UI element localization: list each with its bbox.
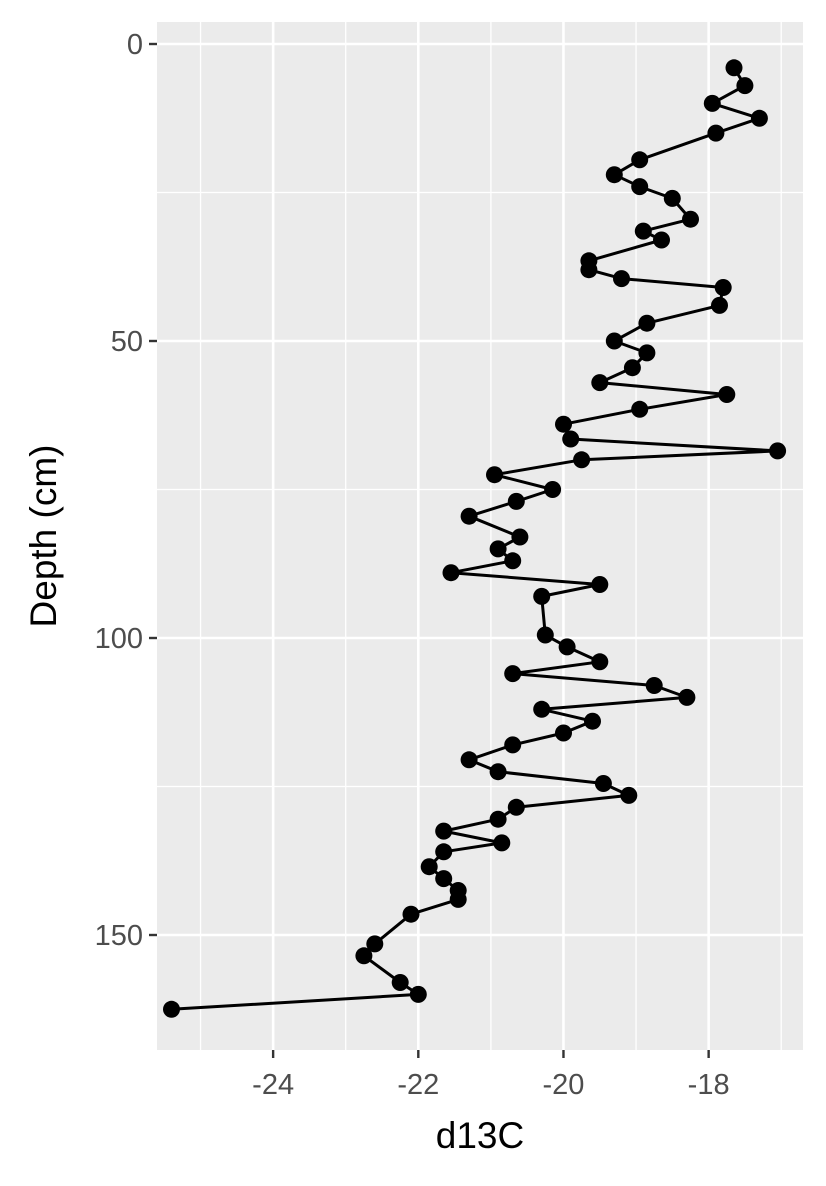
data-point bbox=[507, 492, 525, 510]
data-point bbox=[409, 985, 427, 1003]
data-point bbox=[594, 775, 612, 792]
data-point bbox=[449, 890, 467, 908]
data-point bbox=[435, 870, 453, 888]
data-point bbox=[613, 270, 630, 288]
data-point bbox=[558, 638, 576, 656]
data-point bbox=[562, 430, 580, 448]
x-tick-label: -18 bbox=[688, 1069, 730, 1101]
x-tick-label: -24 bbox=[252, 1069, 294, 1101]
data-point bbox=[511, 528, 529, 546]
data-point bbox=[536, 626, 554, 644]
data-point bbox=[682, 210, 699, 228]
data-point bbox=[555, 415, 572, 433]
data-point bbox=[555, 724, 572, 742]
data-point bbox=[714, 279, 732, 296]
data-point bbox=[623, 359, 641, 377]
data-point bbox=[489, 810, 507, 828]
data-point bbox=[591, 576, 609, 593]
data-point bbox=[584, 712, 601, 730]
data-point bbox=[631, 178, 649, 196]
data-point bbox=[366, 935, 384, 953]
data-point bbox=[591, 374, 609, 392]
data-point bbox=[638, 314, 656, 332]
y-tick-label: 50 bbox=[111, 326, 143, 358]
data-point bbox=[605, 166, 623, 184]
data-point bbox=[435, 843, 453, 861]
data-point bbox=[544, 481, 562, 498]
data-point bbox=[573, 451, 591, 469]
y-tick-label: 100 bbox=[95, 623, 143, 655]
series-layer bbox=[163, 59, 787, 1018]
data-point bbox=[493, 834, 511, 852]
data-point bbox=[402, 905, 420, 923]
data-point bbox=[460, 507, 478, 525]
x-tick-label: -22 bbox=[397, 1069, 439, 1101]
data-point bbox=[769, 442, 787, 460]
data-point bbox=[703, 94, 721, 112]
data-point bbox=[631, 151, 649, 169]
data-point bbox=[605, 332, 623, 350]
data-point bbox=[663, 189, 681, 207]
data-point bbox=[504, 552, 522, 570]
data-point bbox=[355, 947, 373, 965]
data-point bbox=[591, 653, 609, 671]
data-point bbox=[678, 688, 696, 706]
axes-layer: -24 -22 -20 -18 0 50 100 150 bbox=[95, 29, 730, 1101]
y-axis-title: Depth (cm) bbox=[23, 445, 64, 628]
data-point bbox=[711, 296, 728, 314]
data-point bbox=[391, 974, 409, 991]
data-point bbox=[718, 386, 736, 403]
data-point bbox=[435, 822, 453, 840]
data-point bbox=[460, 751, 478, 769]
x-axis-title: d13C bbox=[436, 1115, 524, 1156]
data-point bbox=[533, 700, 551, 718]
data-point bbox=[620, 786, 638, 804]
y-tick-label: 0 bbox=[127, 29, 143, 61]
data-point bbox=[634, 222, 652, 240]
data-point bbox=[489, 540, 507, 558]
data-point bbox=[504, 736, 522, 754]
data-point bbox=[580, 261, 598, 279]
grid-major bbox=[157, 22, 803, 1050]
data-point bbox=[707, 124, 725, 142]
data-point bbox=[442, 564, 460, 582]
plot-panel bbox=[157, 22, 803, 1050]
data-point bbox=[489, 763, 507, 781]
data-point bbox=[645, 677, 663, 694]
data-point bbox=[163, 1000, 180, 1018]
data-point bbox=[507, 798, 525, 816]
data-point bbox=[504, 665, 522, 683]
x-tick-label: -20 bbox=[543, 1069, 585, 1101]
data-point bbox=[750, 109, 768, 127]
data-point bbox=[631, 400, 649, 418]
data-point bbox=[420, 858, 438, 876]
data-point bbox=[638, 344, 656, 362]
y-tick-label: 150 bbox=[95, 920, 143, 952]
data-point bbox=[736, 77, 754, 95]
data-point bbox=[725, 59, 743, 77]
data-point bbox=[486, 466, 503, 484]
data-point bbox=[533, 587, 551, 605]
data-point bbox=[653, 231, 670, 249]
